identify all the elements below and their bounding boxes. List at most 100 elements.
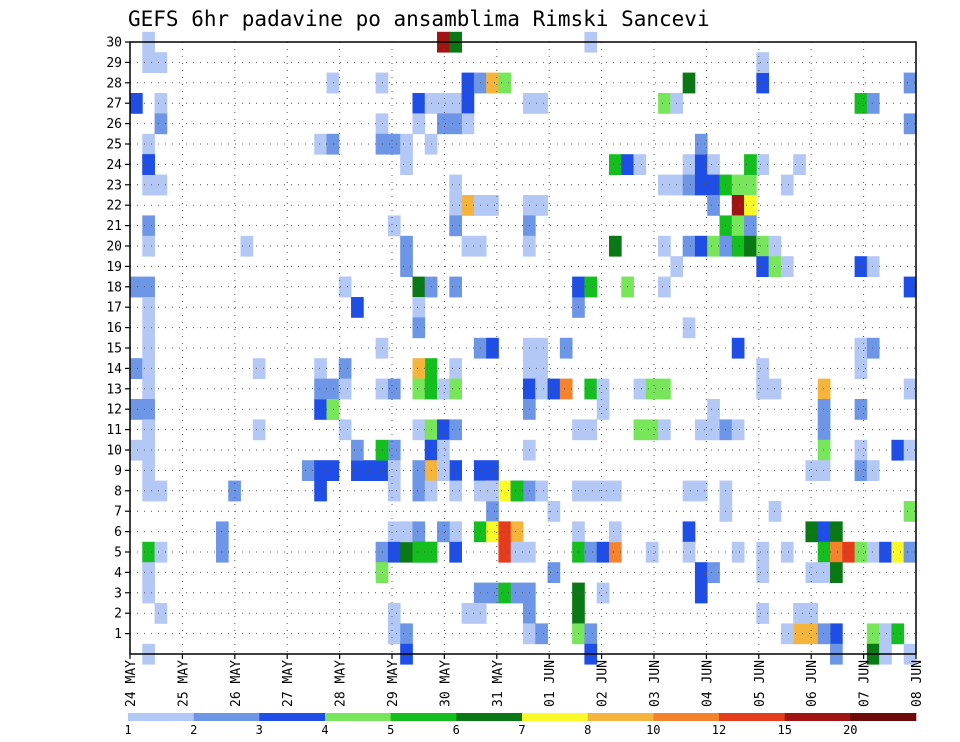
heatmap-cell <box>682 541 696 563</box>
heatmap-cell <box>658 93 671 114</box>
heatmap-cell <box>854 460 868 481</box>
colorbar-label: 20 <box>843 723 857 737</box>
heatmap-cell <box>891 623 905 645</box>
heatmap-cell <box>142 399 155 420</box>
heatmap-cell <box>854 358 868 379</box>
heatmap-cell <box>731 337 745 359</box>
heatmap-cell <box>658 378 671 400</box>
heatmap-cell <box>535 93 548 114</box>
heatmap-cell <box>338 276 352 298</box>
heatmap-cell <box>449 113 462 135</box>
heatmap-cell <box>793 154 806 175</box>
heatmap-cell <box>805 562 819 583</box>
heatmap-cell <box>387 215 401 237</box>
heatmap-cell <box>154 541 168 563</box>
heatmap-cell <box>314 460 327 481</box>
x-tick-label: 26 MAY <box>229 660 244 707</box>
heatmap-cell <box>498 72 512 94</box>
heatmap-cell <box>326 133 340 155</box>
heatmap-cell <box>817 439 831 461</box>
x-axis-ticks: 24 MAY 25 MAY 26 MAY 27 MAY 28 MAY 29 MAY 30 M… <box>124 654 925 707</box>
heatmap-cell <box>780 174 794 196</box>
heatmap-cell <box>596 541 610 563</box>
colorbar-label: 4 <box>321 723 328 737</box>
heatmap-cell <box>879 623 892 645</box>
heatmap-cell <box>400 623 413 645</box>
heatmap-cell <box>387 460 401 481</box>
heatmap-cell <box>449 276 462 298</box>
colorbar-swatch <box>587 713 654 721</box>
heatmap-cell <box>154 174 168 196</box>
y-tick-label: 8 <box>114 484 122 499</box>
colorbar: 1 2 3 4 5 6 7 8 10 12 15 20 <box>124 713 917 737</box>
heatmap-cell <box>608 521 622 543</box>
heatmap-cell <box>437 460 450 481</box>
heatmap-cell <box>817 399 831 420</box>
heatmap-cell <box>535 623 548 645</box>
heatmap-cell <box>584 419 598 441</box>
heatmap-cell <box>694 133 708 155</box>
heatmap-cell <box>694 154 708 175</box>
heatmap-cell <box>510 582 524 604</box>
heatmap-cell <box>645 541 659 563</box>
y-tick-label: 21 <box>106 219 122 234</box>
heatmap-cell <box>854 439 868 461</box>
heatmap-cell <box>449 480 462 502</box>
heatmap-cell <box>412 317 426 339</box>
heatmap-cell <box>486 337 499 359</box>
heatmap-cell <box>903 113 917 135</box>
heatmap-cell <box>731 195 745 216</box>
heatmap-cell <box>142 52 155 73</box>
heatmap-cell <box>142 276 155 298</box>
heatmap-cell <box>142 297 155 318</box>
heatmap-cell <box>866 623 880 645</box>
heatmap-cell <box>830 521 843 543</box>
colorbar-swatch <box>325 713 391 721</box>
heatmap-cell <box>412 113 426 135</box>
y-tick-label: 13 <box>106 382 122 397</box>
heatmap-cell <box>510 521 524 543</box>
heatmap-cell <box>142 215 155 237</box>
heatmap-cell <box>412 358 426 379</box>
heatmap-cell <box>130 358 143 379</box>
heatmap-cell <box>154 93 168 114</box>
heatmap-cell <box>252 358 266 379</box>
heatmap-cell <box>830 623 843 645</box>
heatmap-cell <box>731 215 745 237</box>
heatmap-cell <box>780 623 794 645</box>
x-tick-label: 30 MAY <box>438 660 453 707</box>
heatmap-cell <box>314 358 327 379</box>
heatmap-cell <box>633 154 647 175</box>
heatmap-cell <box>449 174 462 196</box>
heatmap-cell <box>707 154 720 175</box>
y-tick-label: 10 <box>106 444 122 459</box>
heatmap-cell <box>805 521 819 543</box>
heatmap-cell <box>682 72 696 94</box>
heatmap-cell <box>412 541 426 563</box>
y-tick-label: 6 <box>114 525 122 540</box>
heatmap-cell <box>854 541 868 563</box>
heatmap-cell <box>412 93 426 114</box>
heatmap-cell <box>805 623 819 645</box>
heatmap-cell <box>437 521 450 543</box>
heatmap-cell <box>608 541 622 563</box>
heatmap-cell <box>338 358 352 379</box>
y-tick-label: 23 <box>106 178 122 193</box>
x-tick-label: 25 MAY <box>176 660 191 707</box>
heatmap-cell <box>694 419 708 441</box>
heatmap-cell <box>793 623 806 645</box>
y-tick-label: 22 <box>106 199 122 214</box>
heatmap-cell <box>338 378 352 400</box>
heatmap-cell <box>756 378 770 400</box>
heatmap-cell <box>707 174 720 196</box>
heatmap-cell <box>596 480 610 502</box>
heatmap-cell <box>842 541 855 563</box>
heatmap-cell <box>633 378 647 400</box>
heatmap-cell <box>645 378 659 400</box>
heatmap-cell <box>584 541 598 563</box>
heatmap-cell <box>694 582 708 604</box>
heatmap-cell <box>694 480 708 502</box>
heatmap-cell <box>314 399 327 420</box>
heatmap-cell <box>351 439 364 461</box>
x-tick-label: 29 MAY <box>386 660 401 707</box>
